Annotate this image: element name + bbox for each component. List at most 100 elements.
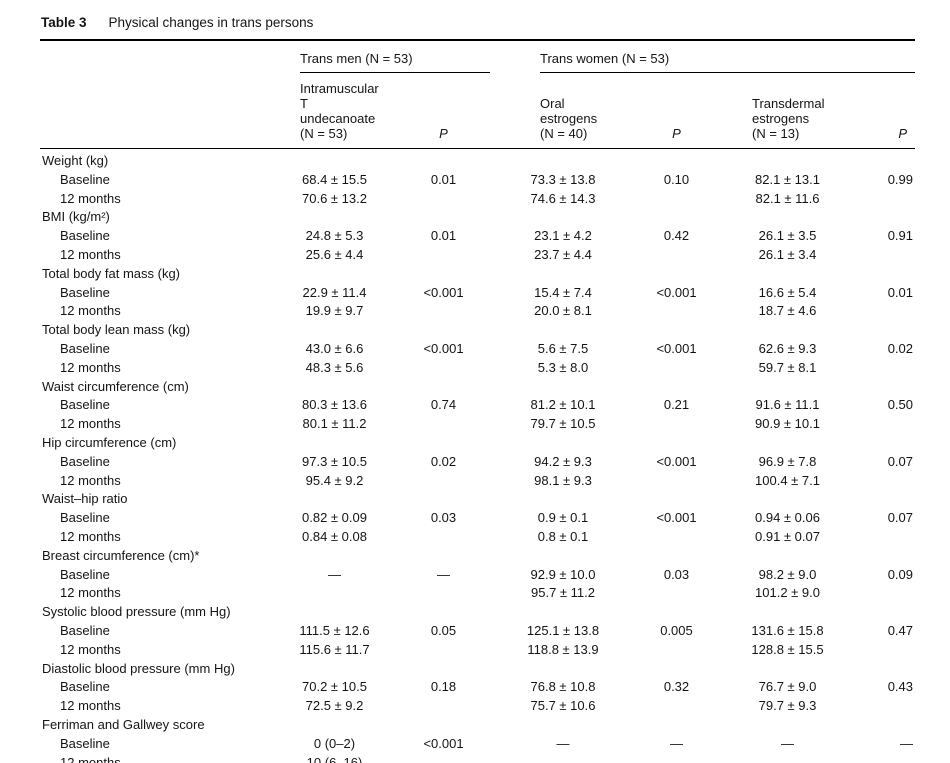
p-value-cell — [384, 246, 503, 265]
p-value-cell: 0.99 — [887, 171, 914, 187]
value-cell: 98.1 ± 9.3 — [534, 472, 592, 488]
p-value-cell: — — [670, 735, 683, 751]
value-cell: 15.4 ± 7.4 — [534, 284, 592, 300]
section-label: Waist–hip ratio — [42, 491, 128, 507]
p-value-cell: <0.001 — [656, 510, 697, 526]
table-caption: Table 3 Physical changes in trans persons — [40, 8, 915, 39]
p-value-cell: <0.001 — [423, 284, 464, 300]
section-row: Systolic blood pressure (mm Hg) — [40, 603, 915, 622]
p-value-cell: <0.001 — [656, 284, 697, 300]
value-cell: 22.9 ± 11.4 — [302, 284, 367, 300]
value-cell: 24.8 ± 5.3 — [305, 228, 364, 244]
value-cell: 97.3 ± 10.5 — [302, 453, 367, 469]
table-row: Baseline 43.0 ± 6.6 <0.001 5.6 ± 7.5 <0.001 6… — [40, 340, 915, 359]
p-value-cell: 0.05 — [430, 622, 457, 638]
p-value-cell — [623, 359, 730, 378]
value-cell: 80.3 ± 13.6 — [302, 397, 367, 413]
row-label: Baseline — [60, 679, 110, 695]
section-label: BMI (kg/m²) — [42, 209, 110, 225]
section-label: Systolic blood pressure (mm Hg) — [42, 604, 231, 620]
section-label: Weight (kg) — [42, 153, 109, 168]
value-cell: 91.6 ± 11.1 — [755, 397, 820, 413]
value-cell — [285, 584, 384, 603]
stub-header — [40, 40, 285, 73]
column-group-header: Trans women (N = 53) — [503, 40, 916, 73]
p-value-cell: 0.10 — [663, 171, 690, 187]
value-cell: 73.3 ± 13.8 — [530, 171, 596, 187]
p-value-cell: <0.001 — [656, 453, 697, 469]
value-cell: — — [781, 735, 794, 751]
p-value-cell — [845, 302, 915, 321]
row-label: Baseline — [60, 171, 110, 187]
table-title: Physical changes in trans persons — [108, 15, 314, 30]
table-row: 12 months 115.6 ± 11.7 118.8 ± 13.9 128.8 ±… — [40, 641, 915, 660]
row-label: Baseline — [60, 340, 110, 356]
value-cell: 26.1 ± 3.4 — [758, 246, 817, 262]
p-value-cell — [623, 472, 730, 491]
p-value-cell: 0.01 — [887, 284, 914, 300]
column-group-label: Trans women (N = 53) — [540, 51, 916, 73]
p-value-cell — [384, 359, 503, 378]
value-cell: — — [328, 566, 341, 582]
p-value-cell: 0.50 — [887, 397, 914, 413]
p-value-cell — [845, 359, 915, 378]
group-header-row: Trans men (N = 53) Trans women (N = 53) — [40, 40, 916, 73]
section-row: Weight (kg) — [40, 149, 915, 171]
p-value-cell: 0.18 — [430, 679, 457, 695]
p-value-cell — [384, 415, 503, 434]
value-cell: 0.82 ± 0.09 — [302, 510, 367, 526]
value-cell: 25.6 ± 4.4 — [305, 246, 364, 262]
p-value-cell: 0.01 — [430, 228, 457, 244]
p-value-cell: — — [437, 566, 450, 582]
value-cell: 5.3 ± 8.0 — [537, 359, 589, 375]
value-cell: 95.7 ± 11.2 — [531, 585, 595, 601]
value-cell: — — [556, 735, 570, 751]
p-value-cell: 0.74 — [430, 397, 457, 413]
section-row: Diastolic blood pressure (mm Hg) — [40, 660, 915, 679]
p-value-cell: 0.47 — [887, 622, 914, 638]
value-cell: 115.6 ± 11.7 — [299, 641, 370, 657]
p-column-header: P — [845, 73, 916, 149]
value-cell: 98.2 ± 9.0 — [758, 566, 817, 582]
table-row: Baseline 80.3 ± 13.6 0.74 81.2 ± 10.1 0.21 91… — [40, 396, 915, 415]
row-label: Baseline — [60, 510, 110, 526]
table-row: Baseline 111.5 ± 12.6 0.05 125.1 ± 13.8 0.00… — [40, 622, 915, 641]
p-value-cell: 0.005 — [660, 622, 693, 638]
p-value-cell — [845, 190, 915, 209]
value-cell: 118.8 ± 13.9 — [527, 641, 599, 657]
value-cell: 0.84 ± 0.08 — [302, 528, 367, 544]
p-value-cell: 0.43 — [887, 679, 914, 695]
row-label: 12 months — [60, 585, 121, 601]
table-row: 12 months 10 (6–16) — [40, 754, 915, 763]
p-value-cell — [845, 246, 915, 265]
value-cell: 90.9 ± 10.1 — [755, 416, 820, 432]
table-row: 12 months 0.84 ± 0.08 0.8 ± 0.1 0.91 ± 0.07 — [40, 528, 915, 547]
p-value-cell — [623, 754, 730, 763]
value-cell: 76.8 ± 10.8 — [530, 679, 596, 695]
value-cell: 111.5 ± 12.6 — [299, 622, 370, 638]
value-cell: 26.1 ± 3.5 — [758, 228, 817, 244]
p-value-cell — [623, 246, 730, 265]
p-value-cell — [384, 754, 503, 763]
table-row: 12 months 25.6 ± 4.4 23.7 ± 4.4 26.1 ± 3.4 — [40, 246, 915, 265]
table-row: Baseline — — 92.9 ± 10.0 0.03 98.2 ± 9.0 0.09 — [40, 566, 915, 585]
table-header: Trans men (N = 53) Trans women (N = 53) I… — [40, 40, 916, 149]
row-label: Baseline — [60, 228, 110, 244]
p-value-cell: 0.09 — [887, 566, 914, 582]
table-body: Weight (kg) Baseline 68.4 ± 15.5 0.01 73.3 ±… — [40, 149, 915, 763]
row-label: Baseline — [60, 453, 110, 469]
row-label: 12 months — [60, 528, 121, 544]
table-row: Baseline 24.8 ± 5.3 0.01 23.1 ± 4.2 0.42 26.1… — [40, 227, 915, 246]
p-value-cell — [384, 584, 503, 603]
section-label: Waist circumference (cm) — [42, 378, 189, 394]
row-label: Baseline — [60, 735, 110, 751]
table-row: 12 months 19.9 ± 9.7 20.0 ± 8.1 18.7 ± 4.6 — [40, 302, 915, 321]
section-label: Breast circumference (cm)* — [42, 547, 200, 563]
value-cell: 131.6 ± 15.8 — [751, 622, 824, 638]
value-cell: 79.7 ± 10.5 — [530, 416, 596, 432]
value-cell: 43.0 ± 6.6 — [305, 340, 364, 356]
row-label: 12 months — [60, 246, 121, 262]
p-value-cell — [845, 472, 915, 491]
value-cell: 125.1 ± 13.8 — [526, 622, 600, 638]
